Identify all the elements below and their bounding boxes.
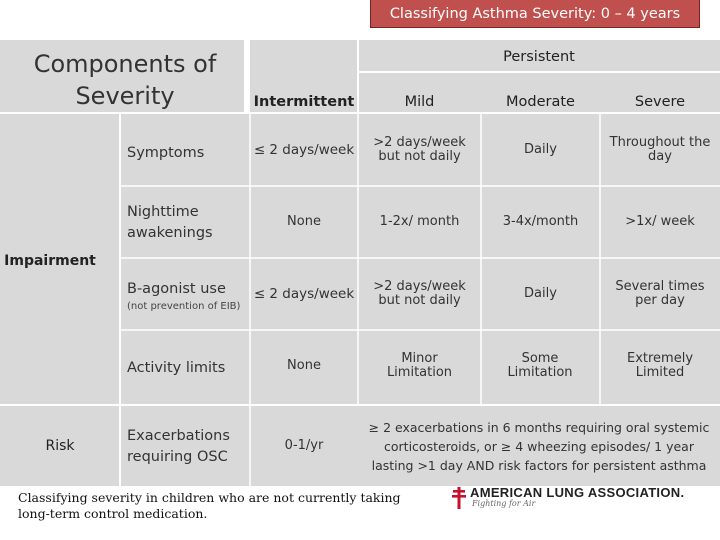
activity-moderate: Some Limitation [507,351,573,380]
symptoms-intermittent: ≤ 2 days/week [253,142,355,158]
activity-intermittent: None [287,358,321,373]
header-persistent: Persistent [503,49,575,65]
header-mild: Mild [404,94,435,110]
nighttime-moderate: 3-4x/month [502,214,579,229]
slide-title-banner: Classifying Asthma Severity: 0 – 4 years [370,0,700,28]
severity-header-panel [250,40,720,112]
row-label-activity-limits: Activity limits [127,359,226,376]
exacerbations-persistent: ≥ 2 exacerbations in 6 months requiring … [368,419,710,473]
activity-severe: Extremely Limited [626,351,694,380]
row-label-exacerbations: Exacerbations requiring OSC [127,428,230,465]
header-severe: Severe [634,94,686,110]
b-agonist-intermittent: ≤ 2 days/week [253,286,355,302]
header-intermittent: Intermittent [253,94,355,110]
logo-tagline: Fighting for Air [472,499,536,508]
symptoms-moderate: Daily [524,142,557,157]
risk-label: Risk [45,438,75,454]
row-label-nighttime-awakenings: Nighttime awakenings [127,204,213,241]
b-agonist-moderate: Daily [524,286,557,301]
b-agonist-note: (not prevention of EIB) [127,301,241,312]
b-agonist-severe: Several times per day [615,279,705,308]
row-label-symptoms: Symptoms [127,144,205,161]
activity-mild: Minor Limitation [386,351,453,380]
exacerbations-intermittent: 0-1/yr [284,438,324,453]
components-of-severity-heading: Components of Severity [33,50,217,110]
symptoms-mild: >2 days/week but not daily [373,135,466,164]
b-agonist-mild: >2 days/week but not daily [373,279,466,308]
american-lung-association-logo: AMERICAN LUNG ASSOCIATION. Fighting for … [452,485,692,511]
header-moderate: Moderate [506,94,575,110]
nighttime-severe: >1x/ week [625,214,695,229]
footer-note: Classifying severity in children who are… [18,490,401,521]
impairment-label: Impairment [4,253,96,269]
slide-title: Classifying Asthma Severity: 0 – 4 years [389,5,681,22]
row-label-b-agonist-use: Β-agonist use [127,280,226,297]
double-cross-icon [452,487,466,509]
nighttime-intermittent: None [287,214,321,229]
components-header-panel [0,40,244,112]
nighttime-mild: 1-2x/ month [379,214,460,229]
symptoms-severe: Throughout the day [609,135,711,164]
logo-name: AMERICAN LUNG ASSOCIATION. [470,485,685,500]
